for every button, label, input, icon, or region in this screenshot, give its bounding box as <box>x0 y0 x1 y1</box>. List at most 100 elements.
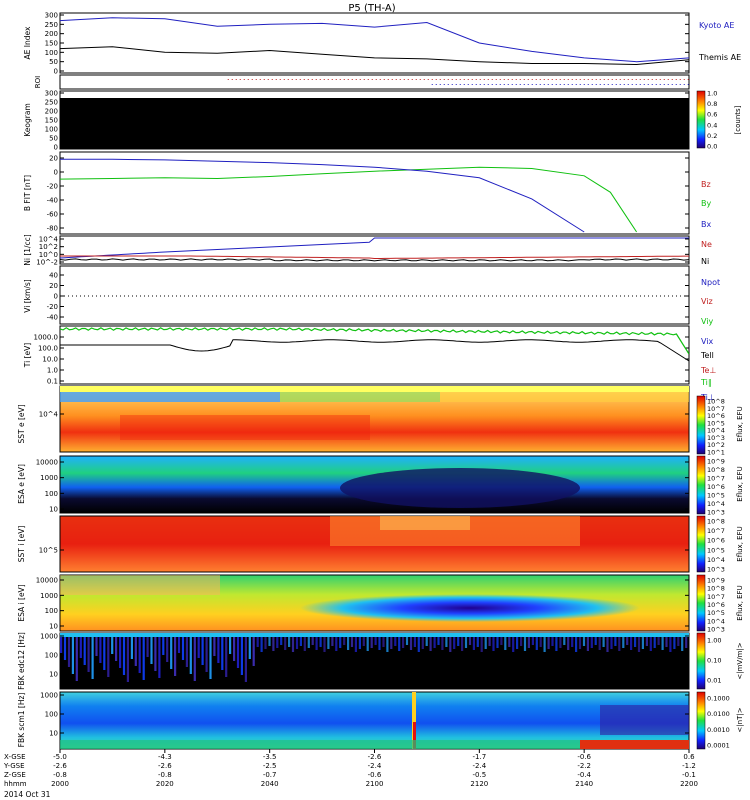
fbk-e-stripe <box>398 633 401 651</box>
fbk-b-cbar-label: <|nT|> <box>736 707 744 732</box>
fbk-e-stripe <box>319 633 322 647</box>
colorbar-tick-label: 10^4 <box>707 500 725 508</box>
fbk-e-stripe <box>402 633 405 648</box>
roi-flag-dot <box>235 79 237 80</box>
colorbar-tick-label: 0.0001 <box>707 742 730 750</box>
roi-flag-dot <box>343 79 345 80</box>
roi-flag-dot <box>371 79 373 80</box>
roi-flag-dot <box>619 84 621 85</box>
roi-flag-dot <box>655 84 657 85</box>
y-tick-label: 40 <box>49 272 58 280</box>
fbk-e-stripe <box>405 633 409 645</box>
roi-flag-dot <box>239 79 241 80</box>
roi-flag-dot <box>599 84 601 85</box>
axis-row-value: 0.6 <box>683 753 695 761</box>
fbk-e-stripe <box>181 633 185 660</box>
fbk-e-stripe <box>138 633 141 673</box>
roi-flag-dot <box>507 79 509 80</box>
roi-flag-dot <box>635 79 637 80</box>
roi-flag-dot <box>467 84 469 85</box>
colorbar-tick-label: 0.4 <box>707 121 717 129</box>
velocity-y-ticks: 40 20 0 -20 -40 <box>47 272 689 322</box>
sst-e-colorbar <box>696 395 706 455</box>
axis-row-value: 2140 <box>575 780 593 788</box>
roi-flag-dot <box>475 84 477 85</box>
colorbar-tick-label: 10^6 <box>707 537 725 545</box>
colorbar-tick-label: 10^9 <box>707 577 725 585</box>
fbk-e-stripe <box>575 633 578 652</box>
roi-flag-dot <box>355 79 357 80</box>
legend-te-perp: Te⊥ <box>700 366 716 375</box>
axis-row-value: -2.2 <box>577 762 591 770</box>
fbk-e-stripe <box>409 633 413 650</box>
esa-i-cbar-label: Eflux, EFU <box>736 585 744 620</box>
fbk-e-stripe <box>500 633 503 645</box>
fbk-e-stripe <box>614 633 617 646</box>
roi-flag-dot <box>539 79 541 80</box>
fbk-e-stripe <box>543 633 546 652</box>
roi-flag-dot <box>583 79 585 80</box>
roi-flag-dot <box>467 79 469 80</box>
sst-i-colorbar <box>696 515 706 573</box>
roi-flag-dot <box>267 79 269 80</box>
roi-flag-dot <box>663 79 665 80</box>
axis-row-value: -0.5 <box>472 771 486 779</box>
axis-row-value: -2.5 <box>263 762 277 770</box>
fbk-e-stripe <box>244 633 247 682</box>
roi-flag-dot <box>575 84 577 85</box>
axis-row-value: -0.8 <box>53 771 67 779</box>
fbk-e-stripe <box>291 633 295 652</box>
density-panel: 10^410^210^010^-2 Ni [1/cc] Ne Ni <box>23 234 712 266</box>
roi-flag-dot <box>259 79 261 80</box>
roi-flag-dot <box>439 84 441 85</box>
y-tick-label: 250 <box>45 21 58 29</box>
fbk-e-stripe <box>268 633 271 646</box>
colorbar-tick-label: 10^5 <box>707 419 725 427</box>
roi-flag-dot <box>367 79 369 80</box>
roi-flag-dot <box>535 79 537 80</box>
roi-flag-dot <box>227 79 229 80</box>
y-tick-label: 10.0 <box>42 356 58 364</box>
roi-flag-dot <box>667 79 669 80</box>
roi-flag-dot <box>527 79 529 80</box>
roi-flag-dot <box>359 79 361 80</box>
fbk-e-stripe <box>559 633 562 648</box>
fbk-e-stripe <box>563 633 566 645</box>
y-tick-label: 0.1 <box>47 378 58 386</box>
fbk-e-stripe <box>193 633 196 681</box>
roi-flag-dot <box>623 84 625 85</box>
keogram-image <box>60 98 689 149</box>
roi-flag-dot <box>543 79 545 80</box>
axis-row-value: -0.1 <box>682 771 696 779</box>
fbk-e-stripe <box>311 633 314 645</box>
roi-flag-dot <box>379 79 381 80</box>
fbk-e-stripe <box>634 633 637 647</box>
roi-flag-dot <box>571 79 573 80</box>
roi-flag-dot <box>419 79 421 80</box>
fbk-e-stripe <box>594 633 597 645</box>
y-tick-label: 100.0 <box>38 345 58 353</box>
fbk-e-stripe <box>99 633 102 663</box>
roi-flag-dot <box>299 79 301 80</box>
sst-i-panel: 10^5 SST i [eV] 10^810^710^610^510^410^3… <box>17 515 744 574</box>
axis-row-value: -0.7 <box>263 771 277 779</box>
fbk-e-stripe <box>130 633 133 659</box>
y-tick-label: 1000 <box>40 592 58 600</box>
fbk-e-stripe <box>626 633 629 645</box>
fbk-e-stripe <box>75 633 78 681</box>
roi-flag-dot <box>559 79 561 80</box>
roi-flag-dot <box>459 84 461 85</box>
roi-flag-dot <box>319 79 321 80</box>
roi-flag-dot <box>595 84 597 85</box>
axis-row-value: 2200 <box>680 780 698 788</box>
plot-title: P5 (TH-A) <box>348 3 395 14</box>
y-tick-label: 10000 <box>36 459 58 467</box>
roi-flag-dot <box>667 84 669 85</box>
fbk-e-stripe <box>174 633 177 676</box>
roi-flag-dot <box>607 79 609 80</box>
colorbar-tick-label: 10^7 <box>707 527 725 535</box>
fbk-e-stripe <box>488 633 491 646</box>
y-tick-label: -80 <box>47 225 58 233</box>
